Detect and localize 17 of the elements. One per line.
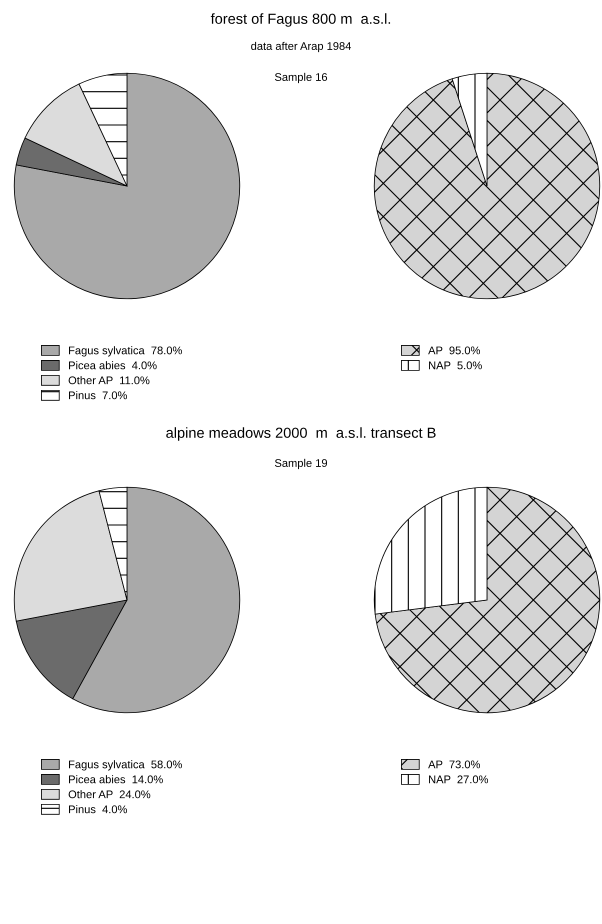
legend-label: Picea abies 14.0% [69,775,163,784]
legend-label: Pinus 7.0% [69,391,128,400]
text: data after Arap 1984 [251,42,352,52]
legend-label: NAP 5.0% [429,361,482,370]
legend-label: Other AP 24.0% [68,790,150,798]
text: Sample 19 [274,458,328,470]
legend-label: Picea abies 4.0% [69,361,157,370]
legend-label: Fagus sylvatica 58.0% [69,760,182,771]
legend-label: Other AP 11.0% [68,376,150,384]
text: alpine meadows 2000 m a.s.l. transect B [166,427,436,441]
text: Sample 16 [274,72,328,84]
legend-label: NAP 27.0% [429,775,488,784]
legend-label: Fagus sylvatica 78.0% [69,346,182,357]
legend-label: AP 73.0% [428,760,480,768]
legend-label: Pinus 4.0% [69,805,128,814]
text: forest of Fagus 800 m a.s.l. [210,13,390,27]
legend-label: AP 95.0% [428,346,480,354]
